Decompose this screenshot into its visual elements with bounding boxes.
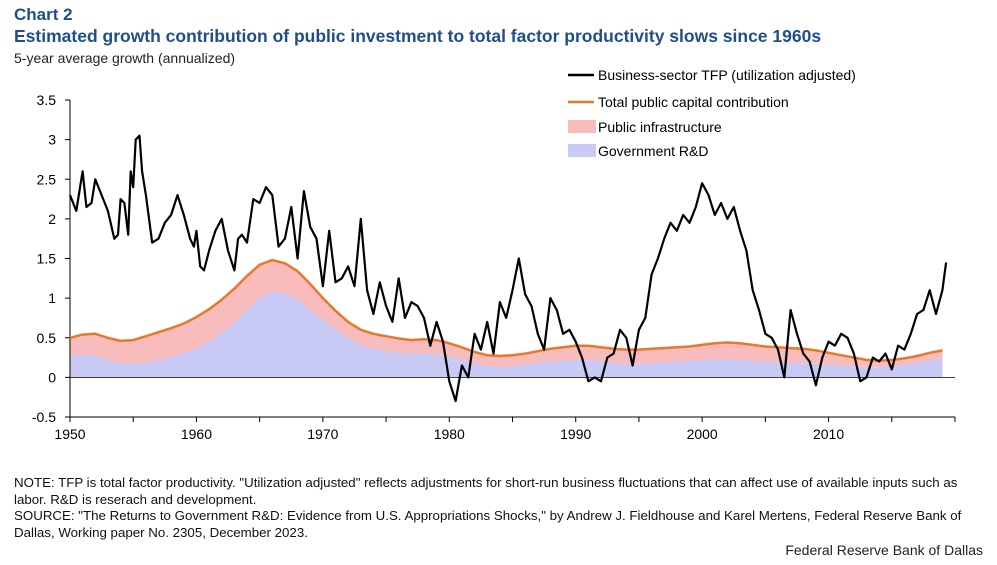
legend-label: Public infrastructure (598, 119, 722, 135)
legend-label: Total public capital contribution (598, 94, 789, 110)
x-tick-label: 2010 (813, 426, 844, 442)
credit: Federal Reserve Bank of Dallas (785, 542, 983, 558)
x-tick-label: 1980 (434, 426, 465, 442)
x-tick-label: 1960 (181, 426, 212, 442)
chart-number: Chart 2 (14, 5, 73, 24)
legend-swatch (568, 120, 596, 133)
y-tick-label: 2.5 (37, 171, 57, 187)
infrastructure-area (70, 260, 943, 368)
government-rd-area (70, 291, 943, 378)
footnote: NOTE: TFP is total factor productivity. … (14, 475, 974, 541)
tfp-line (68, 134, 948, 403)
legend: Business-sector TFP (utilization adjuste… (568, 67, 856, 159)
chart-subtitle: 5-year average growth (annualized) (14, 50, 236, 66)
y-tick-label: -0.5 (32, 409, 56, 425)
note-text: NOTE: TFP is total factor productivity. … (14, 475, 958, 507)
y-tick-label: 0.5 (37, 330, 57, 346)
y-tick-label: 3 (48, 132, 56, 148)
y-tick-label: 1.5 (37, 251, 57, 267)
total-public-capital-line (69, 258, 943, 362)
line-layer (68, 134, 948, 403)
chart-title: Estimated growth contribution of public … (14, 26, 822, 46)
y-tick-label: 3.5 (37, 92, 57, 108)
y-tick-label: 1 (48, 290, 56, 306)
y-tick-label: 0 (48, 369, 56, 385)
x-tick-label: 2000 (687, 426, 718, 442)
x-tick-label: 1950 (54, 426, 85, 442)
source-text: SOURCE: "The Returns to Government R&D: … (14, 508, 962, 540)
legend-swatch (568, 144, 596, 157)
x-tick-label: 1990 (560, 426, 591, 442)
x-tick-label: 1970 (307, 426, 338, 442)
legend-label: Business-sector TFP (utilization adjuste… (598, 67, 856, 83)
legend-label: Government R&D (598, 143, 708, 159)
y-tick-label: 2 (48, 211, 56, 227)
area-layer (70, 260, 943, 378)
